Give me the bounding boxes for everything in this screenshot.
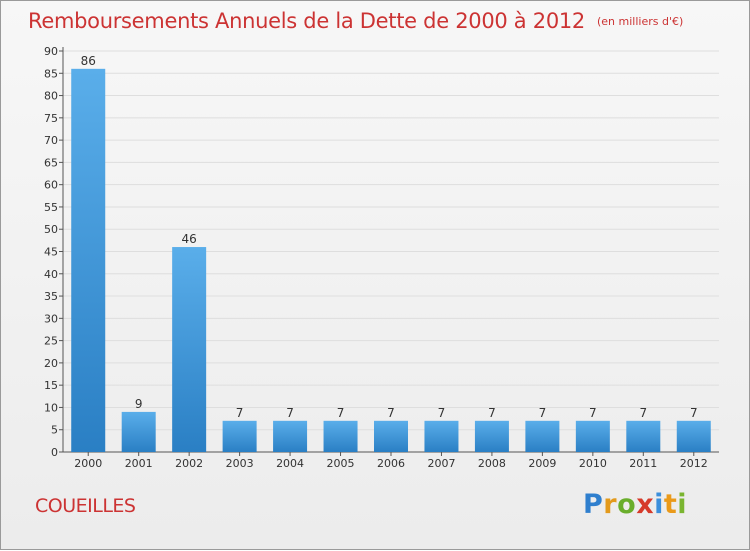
bar xyxy=(323,420,358,452)
bar xyxy=(273,420,308,452)
x-tick-label: 2005 xyxy=(327,457,355,470)
data-label: 7 xyxy=(539,406,547,420)
bar xyxy=(626,420,661,452)
bar xyxy=(121,411,156,452)
logo-letter: t xyxy=(663,489,678,520)
x-tick-label: 2000 xyxy=(74,457,102,470)
chart-subtitle: (en milliers d'€) xyxy=(597,15,684,28)
y-tick-label: 10 xyxy=(44,401,58,414)
data-label: 7 xyxy=(387,406,395,420)
logo-letter: i xyxy=(677,489,688,520)
y-tick-label: 80 xyxy=(44,90,58,103)
x-tick-label: 2012 xyxy=(680,457,708,470)
data-label: 46 xyxy=(182,232,197,246)
x-tick-label: 2002 xyxy=(175,457,203,470)
bar xyxy=(575,420,610,452)
data-label: 7 xyxy=(690,406,698,420)
y-tick-label: 75 xyxy=(44,112,58,125)
data-label: 7 xyxy=(438,406,446,420)
x-tick-label: 2006 xyxy=(377,457,405,470)
proxiti-logo: Proxiti xyxy=(583,489,687,520)
x-tick-label: 2011 xyxy=(629,457,657,470)
data-label: 7 xyxy=(236,406,244,420)
logo-letter: x xyxy=(636,489,655,520)
y-tick-label: 45 xyxy=(44,246,58,259)
bar xyxy=(424,420,459,452)
x-tick-label: 2003 xyxy=(226,457,254,470)
logo-letter: i xyxy=(654,489,664,520)
y-tick-label: 35 xyxy=(44,290,58,303)
y-tick-label: 20 xyxy=(44,357,58,370)
y-tick-label: 40 xyxy=(44,268,58,281)
x-tick-label: 2008 xyxy=(478,457,506,470)
data-label: 86 xyxy=(81,54,96,68)
logo-letter: o xyxy=(617,489,637,520)
x-tick-label: 2001 xyxy=(125,457,153,470)
x-tick-label: 2007 xyxy=(427,457,455,470)
y-tick-label: 60 xyxy=(44,179,58,192)
gridlines xyxy=(63,50,719,431)
y-tick-label: 50 xyxy=(44,223,58,236)
bars xyxy=(71,68,711,453)
bar xyxy=(222,420,257,452)
y-tick-label: 15 xyxy=(44,379,58,392)
y-tick-label: 0 xyxy=(51,446,58,459)
axes: 0 5 10 15 20 25 30 35 40 45 50 55 60 65 70 75 80 85 90 2000… xyxy=(44,45,719,470)
bar xyxy=(71,68,106,453)
data-label: 7 xyxy=(488,406,496,420)
x-tick-label: 2010 xyxy=(579,457,607,470)
data-label: 7 xyxy=(337,406,345,420)
x-tick-label: 2009 xyxy=(528,457,556,470)
commune-name: COUEILLES xyxy=(35,495,136,517)
y-tick-label: 85 xyxy=(44,67,58,80)
bar xyxy=(676,420,711,452)
x-tick-label: 2004 xyxy=(276,457,304,470)
y-tick-label: 30 xyxy=(44,312,58,325)
y-tick-label: 55 xyxy=(44,201,58,214)
data-label: 9 xyxy=(135,397,143,411)
chart-title: Remboursements Annuels de la Dette de 20… xyxy=(28,9,683,33)
y-tick-label: 70 xyxy=(44,134,58,147)
y-tick-label: 5 xyxy=(51,424,58,437)
y-tick-label: 25 xyxy=(44,335,58,348)
y-tick-label: 65 xyxy=(44,156,58,169)
bar xyxy=(525,420,560,452)
y-tick-label: 90 xyxy=(44,45,58,58)
logo-letter: r xyxy=(603,489,618,520)
data-label: 7 xyxy=(589,406,597,420)
chart-title-text: Remboursements Annuels de la Dette de 20… xyxy=(28,9,585,33)
data-labels: 86 9 46 7 7 7 7 7 7 7 7 7 7 xyxy=(81,54,698,420)
bar xyxy=(172,247,207,452)
logo-letter: P xyxy=(583,489,604,520)
bar xyxy=(474,420,509,452)
data-label: 7 xyxy=(286,406,294,420)
bar xyxy=(374,420,408,452)
data-label: 7 xyxy=(639,406,647,420)
